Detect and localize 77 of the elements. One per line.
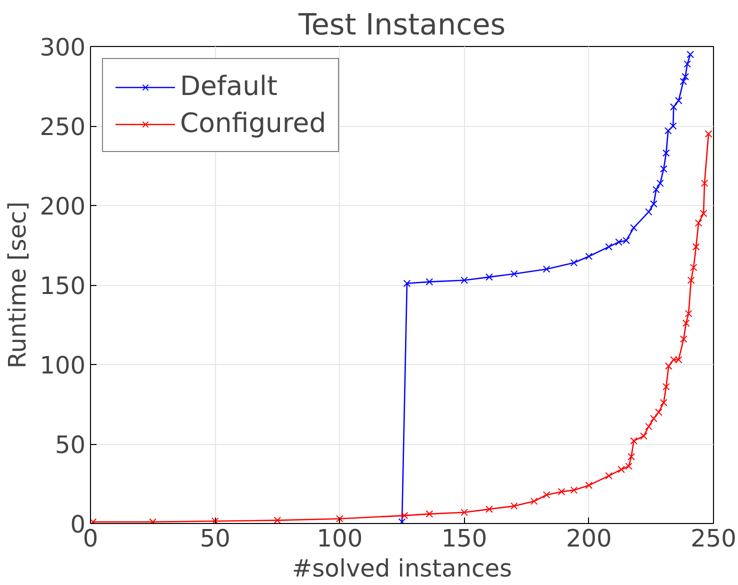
point [650, 200, 658, 208]
point [686, 50, 694, 58]
point [400, 512, 408, 520]
point [618, 466, 625, 474]
point [558, 488, 566, 496]
point [542, 265, 550, 273]
point [682, 73, 690, 80]
point [570, 259, 578, 266]
point [336, 515, 344, 522]
point [645, 208, 652, 216]
point [662, 383, 670, 390]
point [211, 517, 219, 524]
point [669, 122, 677, 130]
point [684, 310, 692, 318]
point [630, 224, 638, 232]
point [684, 60, 692, 68]
point [630, 437, 638, 444]
point [605, 243, 613, 251]
y-tick-label: 300 [40, 34, 86, 62]
point [542, 491, 550, 499]
y-tick-label: 50 [54, 431, 86, 459]
point [426, 278, 434, 286]
x-axis-title: #solved instances [292, 554, 512, 582]
point [700, 180, 708, 187]
legend-label: Default [180, 71, 278, 102]
point [486, 273, 493, 281]
point [664, 362, 672, 370]
point [692, 243, 700, 251]
point [585, 482, 593, 490]
point [510, 270, 518, 278]
point [628, 453, 635, 460]
point [605, 472, 613, 480]
point [460, 508, 468, 516]
point [682, 319, 690, 327]
x-tick-label: 200 [566, 524, 612, 552]
point [460, 276, 468, 284]
point [90, 518, 97, 524]
point [680, 335, 688, 343]
point [652, 186, 660, 194]
point [664, 127, 672, 134]
point [656, 180, 664, 187]
point [650, 414, 658, 422]
point [510, 502, 518, 510]
point [625, 462, 632, 470]
point [704, 130, 712, 138]
point [690, 264, 698, 272]
point [662, 149, 670, 157]
x-tick-label: 100 [316, 524, 363, 552]
point [530, 498, 538, 505]
y-axis-title: Runtime [sec] [4, 201, 32, 369]
point [660, 398, 668, 406]
point [660, 165, 668, 173]
point [694, 219, 702, 227]
y-tick-label: 200 [40, 192, 86, 220]
legend-label: Configured [180, 108, 326, 139]
point [674, 96, 682, 104]
point [700, 210, 708, 218]
point [670, 103, 678, 111]
x-tick-label: 50 [200, 524, 230, 552]
x-tick-label: 150 [441, 524, 488, 552]
point [687, 276, 695, 284]
chart-title: Test Instances [297, 8, 506, 42]
y-tick-label: 150 [40, 272, 86, 300]
point [403, 280, 411, 288]
x-tick-label: 250 [690, 524, 736, 552]
point [486, 506, 493, 513]
y-tick-label: 250 [40, 113, 86, 141]
point [680, 78, 688, 86]
point [426, 510, 434, 518]
point [645, 422, 652, 430]
point [570, 486, 578, 494]
y-tick-label: 100 [40, 352, 86, 380]
point [640, 432, 648, 440]
point [654, 408, 662, 416]
point [149, 518, 156, 524]
point [274, 516, 282, 524]
point [585, 252, 593, 260]
